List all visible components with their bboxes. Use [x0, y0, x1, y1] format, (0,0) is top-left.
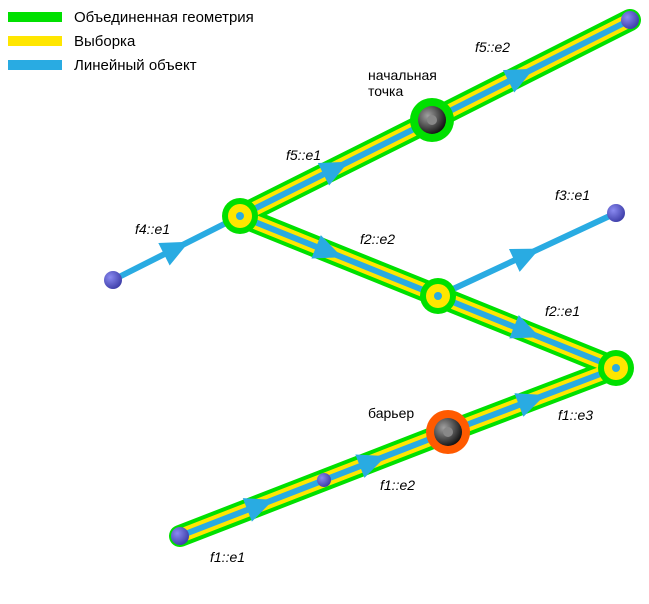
arrowhead: [509, 237, 545, 272]
edge-label: f4::e1: [135, 221, 170, 237]
legend-label: Выборка: [74, 33, 135, 50]
node-label: начальная: [368, 67, 437, 83]
edge-label: f1::e3: [558, 407, 593, 423]
legend-swatch: [8, 60, 62, 70]
node-p_tl: [621, 11, 639, 29]
layer-labels: f5::e2f5::e1f4::e1f2::e2 f3::e1f2::e1f1::…: [135, 39, 593, 565]
node-y_mid: [420, 278, 456, 314]
edge-label: f2::e1: [545, 303, 580, 319]
edge-label: f5::e1: [286, 147, 321, 163]
legend: Объединенная геометрия Выборка Линейный об…: [8, 6, 254, 78]
node-p_b2: [317, 473, 331, 487]
edge-label: f1::e2: [380, 477, 415, 493]
edge-label: f2::e2: [360, 231, 395, 247]
edge-label: f1::e1: [210, 549, 245, 565]
node-y_left: [222, 198, 258, 234]
node-p_left: [104, 271, 122, 289]
legend-label: Объединенная геометрия: [74, 9, 254, 26]
node-p_start: [410, 98, 454, 142]
node-p_b3: [171, 527, 189, 545]
layer-arrows: [158, 57, 549, 521]
legend-row: Выборка: [8, 30, 254, 52]
network-diagram: f5::e2f5::e1f4::e1f2::e2 f3::e1f2::e1f1::…: [0, 0, 649, 604]
legend-row: Объединенная геометрия: [8, 6, 254, 28]
node-p_barrier: [426, 410, 470, 454]
legend-swatch: [8, 12, 62, 22]
node-label: барьер: [368, 405, 414, 421]
node-y_right: [598, 350, 634, 386]
legend-swatch: [8, 36, 62, 46]
node-label: точка: [368, 83, 403, 99]
node-p_right: [607, 204, 625, 222]
legend-label: Линейный объект: [74, 57, 197, 74]
legend-row: Линейный объект: [8, 54, 254, 76]
edge-label: f5::e2: [475, 39, 510, 55]
edge-label: f3::e1: [555, 187, 590, 203]
